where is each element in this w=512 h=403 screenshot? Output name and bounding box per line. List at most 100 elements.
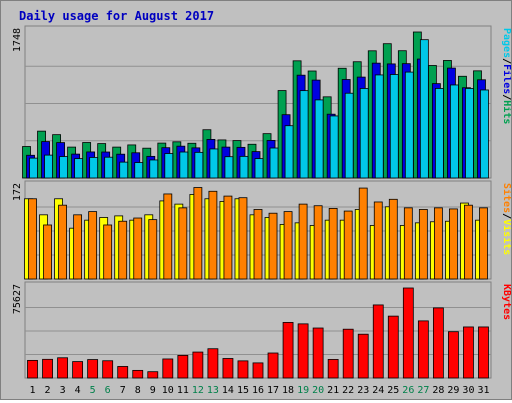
bar-sites-day-18 bbox=[283, 211, 293, 280]
bar-pages-day-14 bbox=[224, 156, 234, 179]
bar-sites-day-14 bbox=[223, 195, 233, 280]
x-tick-label-day-15: 15 bbox=[237, 385, 249, 396]
bar-sites-day-13 bbox=[208, 190, 218, 280]
bar-sites-day-26 bbox=[403, 207, 413, 280]
bar-pages-day-9 bbox=[149, 159, 159, 179]
bar-pages-day-28 bbox=[434, 88, 444, 179]
bar-kbytes-day-23 bbox=[357, 333, 369, 379]
bar-kbytes-day-4 bbox=[72, 361, 84, 379]
bar-kbytes-day-7 bbox=[117, 366, 129, 379]
legend-entry: Hits bbox=[501, 100, 511, 124]
x-tick-label-day-17: 17 bbox=[267, 385, 279, 396]
x-tick-label-day-16: 16 bbox=[252, 385, 264, 396]
bar-pages-day-22 bbox=[344, 92, 354, 179]
bar-kbytes-day-2 bbox=[42, 358, 53, 379]
bar-sites-day-29 bbox=[449, 208, 458, 280]
bar-kbytes-day-15 bbox=[237, 360, 249, 379]
bar-kbytes-day-11 bbox=[177, 354, 189, 379]
bar-kbytes-day-27 bbox=[417, 320, 429, 379]
bar-kbytes-day-18 bbox=[282, 322, 294, 379]
bar-kbytes-day-30 bbox=[463, 326, 474, 379]
bar-pages-day-27 bbox=[419, 39, 429, 179]
bar-pages-day-10 bbox=[164, 153, 174, 179]
legend-entry: Pages bbox=[501, 28, 511, 58]
legend-entry: / bbox=[501, 213, 511, 219]
bar-kbytes-day-29 bbox=[448, 331, 459, 379]
x-axis-day-labels: 1 2 3 4 5 6 7 8 9 10 11 12 13 14 15 16 17 18 19 20 21 22 23 24 2… bbox=[30, 385, 490, 396]
bar-pages-day-5 bbox=[89, 157, 99, 179]
bar-kbytes-day-24 bbox=[372, 304, 384, 379]
x-tick-label-day-23: 23 bbox=[357, 385, 369, 396]
legend-entry: KBytes bbox=[501, 284, 511, 320]
legend-hits-files-pages: Pages/Files/Hits bbox=[501, 28, 511, 124]
bar-sites-day-22 bbox=[343, 210, 353, 280]
bar-sites-day-20 bbox=[313, 205, 323, 280]
series-pages bbox=[29, 39, 489, 179]
x-tick-label-day-1: 1 bbox=[30, 385, 36, 396]
legend-visits-sites: Sites/Visits bbox=[501, 183, 511, 255]
x-tick-label-day-5: 5 bbox=[90, 385, 96, 396]
bar-kbytes-day-21 bbox=[327, 359, 339, 379]
bar-sites-day-23 bbox=[358, 187, 368, 280]
bar-kbytes-day-16 bbox=[252, 362, 264, 379]
bar-kbytes-day-31 bbox=[478, 326, 489, 379]
bar-kbytes-day-10 bbox=[162, 358, 174, 379]
x-tick-label-day-28: 28 bbox=[432, 385, 444, 396]
x-tick-label-day-3: 3 bbox=[60, 385, 66, 396]
panel-visits-sites: 172 Sites/Visits bbox=[12, 180, 512, 280]
x-tick-label-day-7: 7 bbox=[120, 385, 126, 396]
x-tick-label-day-4: 4 bbox=[75, 385, 81, 396]
bar-kbytes-day-25 bbox=[387, 315, 399, 379]
bar-pages-day-1 bbox=[29, 157, 38, 179]
bar-pages-day-26 bbox=[404, 71, 414, 179]
x-tick-label-day-24: 24 bbox=[372, 385, 384, 396]
bar-sites-day-19 bbox=[298, 203, 308, 280]
bar-sites-day-4 bbox=[73, 214, 83, 280]
bar-sites-day-30 bbox=[464, 204, 473, 280]
legend-entry: Files bbox=[501, 64, 511, 94]
bar-kbytes-day-17 bbox=[267, 352, 279, 379]
x-tick-label-day-14: 14 bbox=[222, 385, 234, 396]
bar-pages-day-23 bbox=[359, 88, 369, 179]
bar-pages-day-2 bbox=[44, 154, 53, 179]
bar-kbytes-day-19 bbox=[297, 323, 309, 379]
x-tick-label-day-19: 19 bbox=[297, 385, 309, 396]
panel-kbytes: 75627 KBytes bbox=[12, 281, 512, 379]
x-tick-label-day-6: 6 bbox=[105, 385, 111, 396]
y-max-label: 75627 bbox=[12, 284, 23, 314]
x-tick-label-day-31: 31 bbox=[477, 385, 489, 396]
x-tick-label-day-11: 11 bbox=[177, 385, 189, 396]
x-tick-label-day-18: 18 bbox=[282, 385, 294, 396]
x-tick-label-day-10: 10 bbox=[162, 385, 174, 396]
bar-sites-day-27 bbox=[418, 209, 428, 280]
bar-kbytes-day-6 bbox=[102, 360, 114, 379]
legend-kbytes: KBytes bbox=[501, 284, 511, 320]
bar-pages-day-7 bbox=[119, 161, 129, 179]
bar-sites-day-12 bbox=[193, 187, 203, 280]
bar-kbytes-day-12 bbox=[192, 351, 204, 379]
legend-entry: / bbox=[501, 58, 511, 64]
bar-sites-day-1 bbox=[28, 198, 37, 280]
bar-sites-day-9 bbox=[148, 219, 158, 280]
bar-sites-day-6 bbox=[103, 224, 113, 280]
series-sites bbox=[28, 187, 488, 280]
series-kbytes bbox=[27, 287, 489, 379]
bar-sites-day-21 bbox=[328, 207, 338, 280]
bar-pages-day-24 bbox=[374, 74, 384, 179]
bar-pages-day-30 bbox=[465, 88, 474, 179]
bar-pages-day-21 bbox=[329, 115, 339, 179]
bar-sites-day-16 bbox=[253, 209, 263, 280]
panel-hits-files-pages: 1748 Pages/Files/Hits bbox=[12, 25, 512, 179]
bar-kbytes-day-5 bbox=[87, 359, 99, 379]
y-max-label: 172 bbox=[12, 183, 23, 201]
bar-sites-day-5 bbox=[88, 211, 98, 280]
bar-sites-day-3 bbox=[58, 204, 67, 280]
x-tick-label-day-2: 2 bbox=[45, 385, 51, 396]
bar-pages-day-15 bbox=[239, 155, 249, 179]
legend-entry: Sites bbox=[501, 183, 511, 213]
bar-sites-day-28 bbox=[433, 207, 443, 280]
x-tick-label-day-25: 25 bbox=[387, 385, 399, 396]
bar-pages-day-12 bbox=[194, 151, 204, 179]
